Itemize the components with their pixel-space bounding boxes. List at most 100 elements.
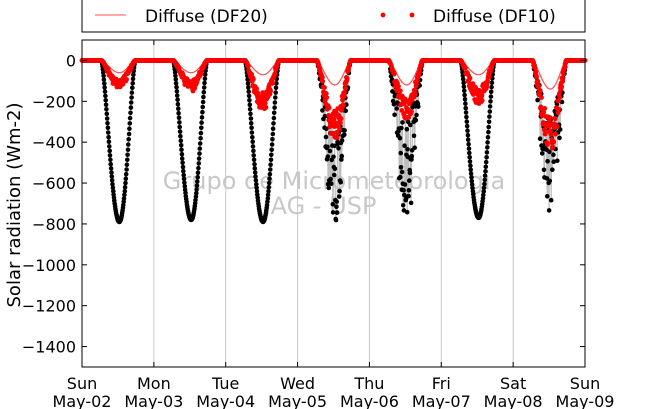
df10-point bbox=[334, 135, 340, 141]
global-point bbox=[130, 76, 136, 82]
global-point bbox=[182, 183, 188, 189]
global-point bbox=[489, 80, 495, 85]
global-point bbox=[246, 89, 251, 94]
global-point bbox=[175, 97, 180, 103]
global-point bbox=[246, 93, 252, 99]
global-point bbox=[199, 115, 205, 120]
global-point bbox=[121, 196, 127, 201]
global-point bbox=[480, 196, 486, 201]
global-point bbox=[103, 98, 108, 103]
global-point bbox=[401, 187, 406, 193]
global-point bbox=[407, 178, 412, 183]
global-point bbox=[127, 115, 133, 121]
global-point bbox=[483, 164, 489, 170]
global-point bbox=[547, 178, 553, 184]
global-point bbox=[467, 155, 473, 160]
x-tick-label-date: May-06 bbox=[340, 392, 399, 409]
global-point bbox=[254, 189, 260, 194]
global-point bbox=[488, 94, 494, 99]
global-point bbox=[545, 158, 550, 164]
global-point bbox=[411, 133, 417, 139]
global-point bbox=[270, 137, 275, 142]
legend-label-df20: Diffuse (DF20) bbox=[145, 7, 268, 27]
global-point bbox=[464, 114, 469, 120]
df10-point bbox=[414, 81, 419, 87]
global-point bbox=[200, 109, 205, 115]
global-point bbox=[246, 85, 251, 90]
global-point bbox=[466, 146, 472, 151]
global-point bbox=[123, 176, 129, 181]
global-point bbox=[464, 123, 470, 129]
global-point bbox=[194, 190, 199, 196]
global-point bbox=[180, 160, 185, 166]
df10-point bbox=[272, 71, 278, 76]
global-point bbox=[249, 125, 254, 131]
global-point bbox=[467, 159, 473, 164]
global-point bbox=[481, 185, 487, 191]
global-point bbox=[404, 126, 410, 132]
global-point bbox=[110, 185, 116, 191]
global-point bbox=[251, 153, 256, 158]
global-point bbox=[465, 128, 470, 133]
global-point bbox=[489, 84, 494, 90]
global-point bbox=[342, 128, 347, 133]
global-point bbox=[250, 139, 255, 145]
global-point bbox=[111, 189, 116, 194]
global-point bbox=[557, 135, 562, 141]
global-point bbox=[130, 85, 135, 91]
global-point bbox=[486, 129, 491, 135]
global-point bbox=[482, 173, 488, 178]
global-point bbox=[129, 95, 134, 100]
y-tick-label: −800 bbox=[32, 215, 76, 234]
global-point bbox=[465, 137, 471, 142]
global-point bbox=[198, 136, 203, 141]
y-tick-label: −1000 bbox=[22, 256, 76, 275]
df10-point bbox=[340, 97, 345, 103]
global-point bbox=[125, 147, 131, 152]
df10-point bbox=[270, 80, 276, 86]
global-point bbox=[195, 170, 201, 175]
global-point bbox=[324, 126, 329, 131]
global-point bbox=[174, 93, 180, 98]
global-point bbox=[105, 120, 110, 126]
global-point bbox=[465, 132, 471, 138]
df10-point bbox=[534, 74, 539, 80]
df10-point bbox=[331, 116, 337, 122]
df10-point bbox=[322, 85, 327, 90]
global-point bbox=[327, 148, 333, 154]
global-point bbox=[103, 102, 109, 108]
global-point bbox=[413, 118, 419, 123]
global-point bbox=[331, 154, 336, 160]
global-point bbox=[102, 85, 107, 90]
global-point bbox=[338, 180, 344, 185]
global-point bbox=[196, 165, 201, 171]
global-point bbox=[330, 210, 336, 215]
global-point bbox=[485, 140, 490, 145]
global-point bbox=[537, 136, 543, 141]
df10-point bbox=[263, 105, 269, 110]
global-point bbox=[270, 126, 276, 131]
legend-box bbox=[81, 0, 586, 33]
global-point bbox=[550, 167, 555, 172]
global-point bbox=[247, 98, 252, 103]
global-point bbox=[266, 188, 271, 194]
legend-swatch-df10-b bbox=[409, 12, 415, 18]
watermark-line-2: IAG - USP bbox=[264, 192, 377, 220]
global-point bbox=[247, 102, 253, 108]
global-point bbox=[405, 147, 410, 152]
df10-point bbox=[338, 116, 344, 121]
global-point bbox=[409, 157, 414, 162]
global-point bbox=[201, 94, 206, 100]
x-tick-label-date: May-08 bbox=[484, 392, 543, 409]
global-point bbox=[274, 81, 279, 86]
global-point bbox=[129, 90, 135, 95]
global-point bbox=[128, 105, 134, 110]
global-point bbox=[202, 72, 208, 77]
global-point bbox=[251, 157, 257, 163]
global-point bbox=[174, 84, 179, 90]
df10-point bbox=[544, 142, 550, 148]
global-point bbox=[331, 172, 337, 178]
global-point bbox=[173, 80, 179, 86]
global-point bbox=[486, 119, 492, 125]
global-point bbox=[406, 193, 411, 199]
